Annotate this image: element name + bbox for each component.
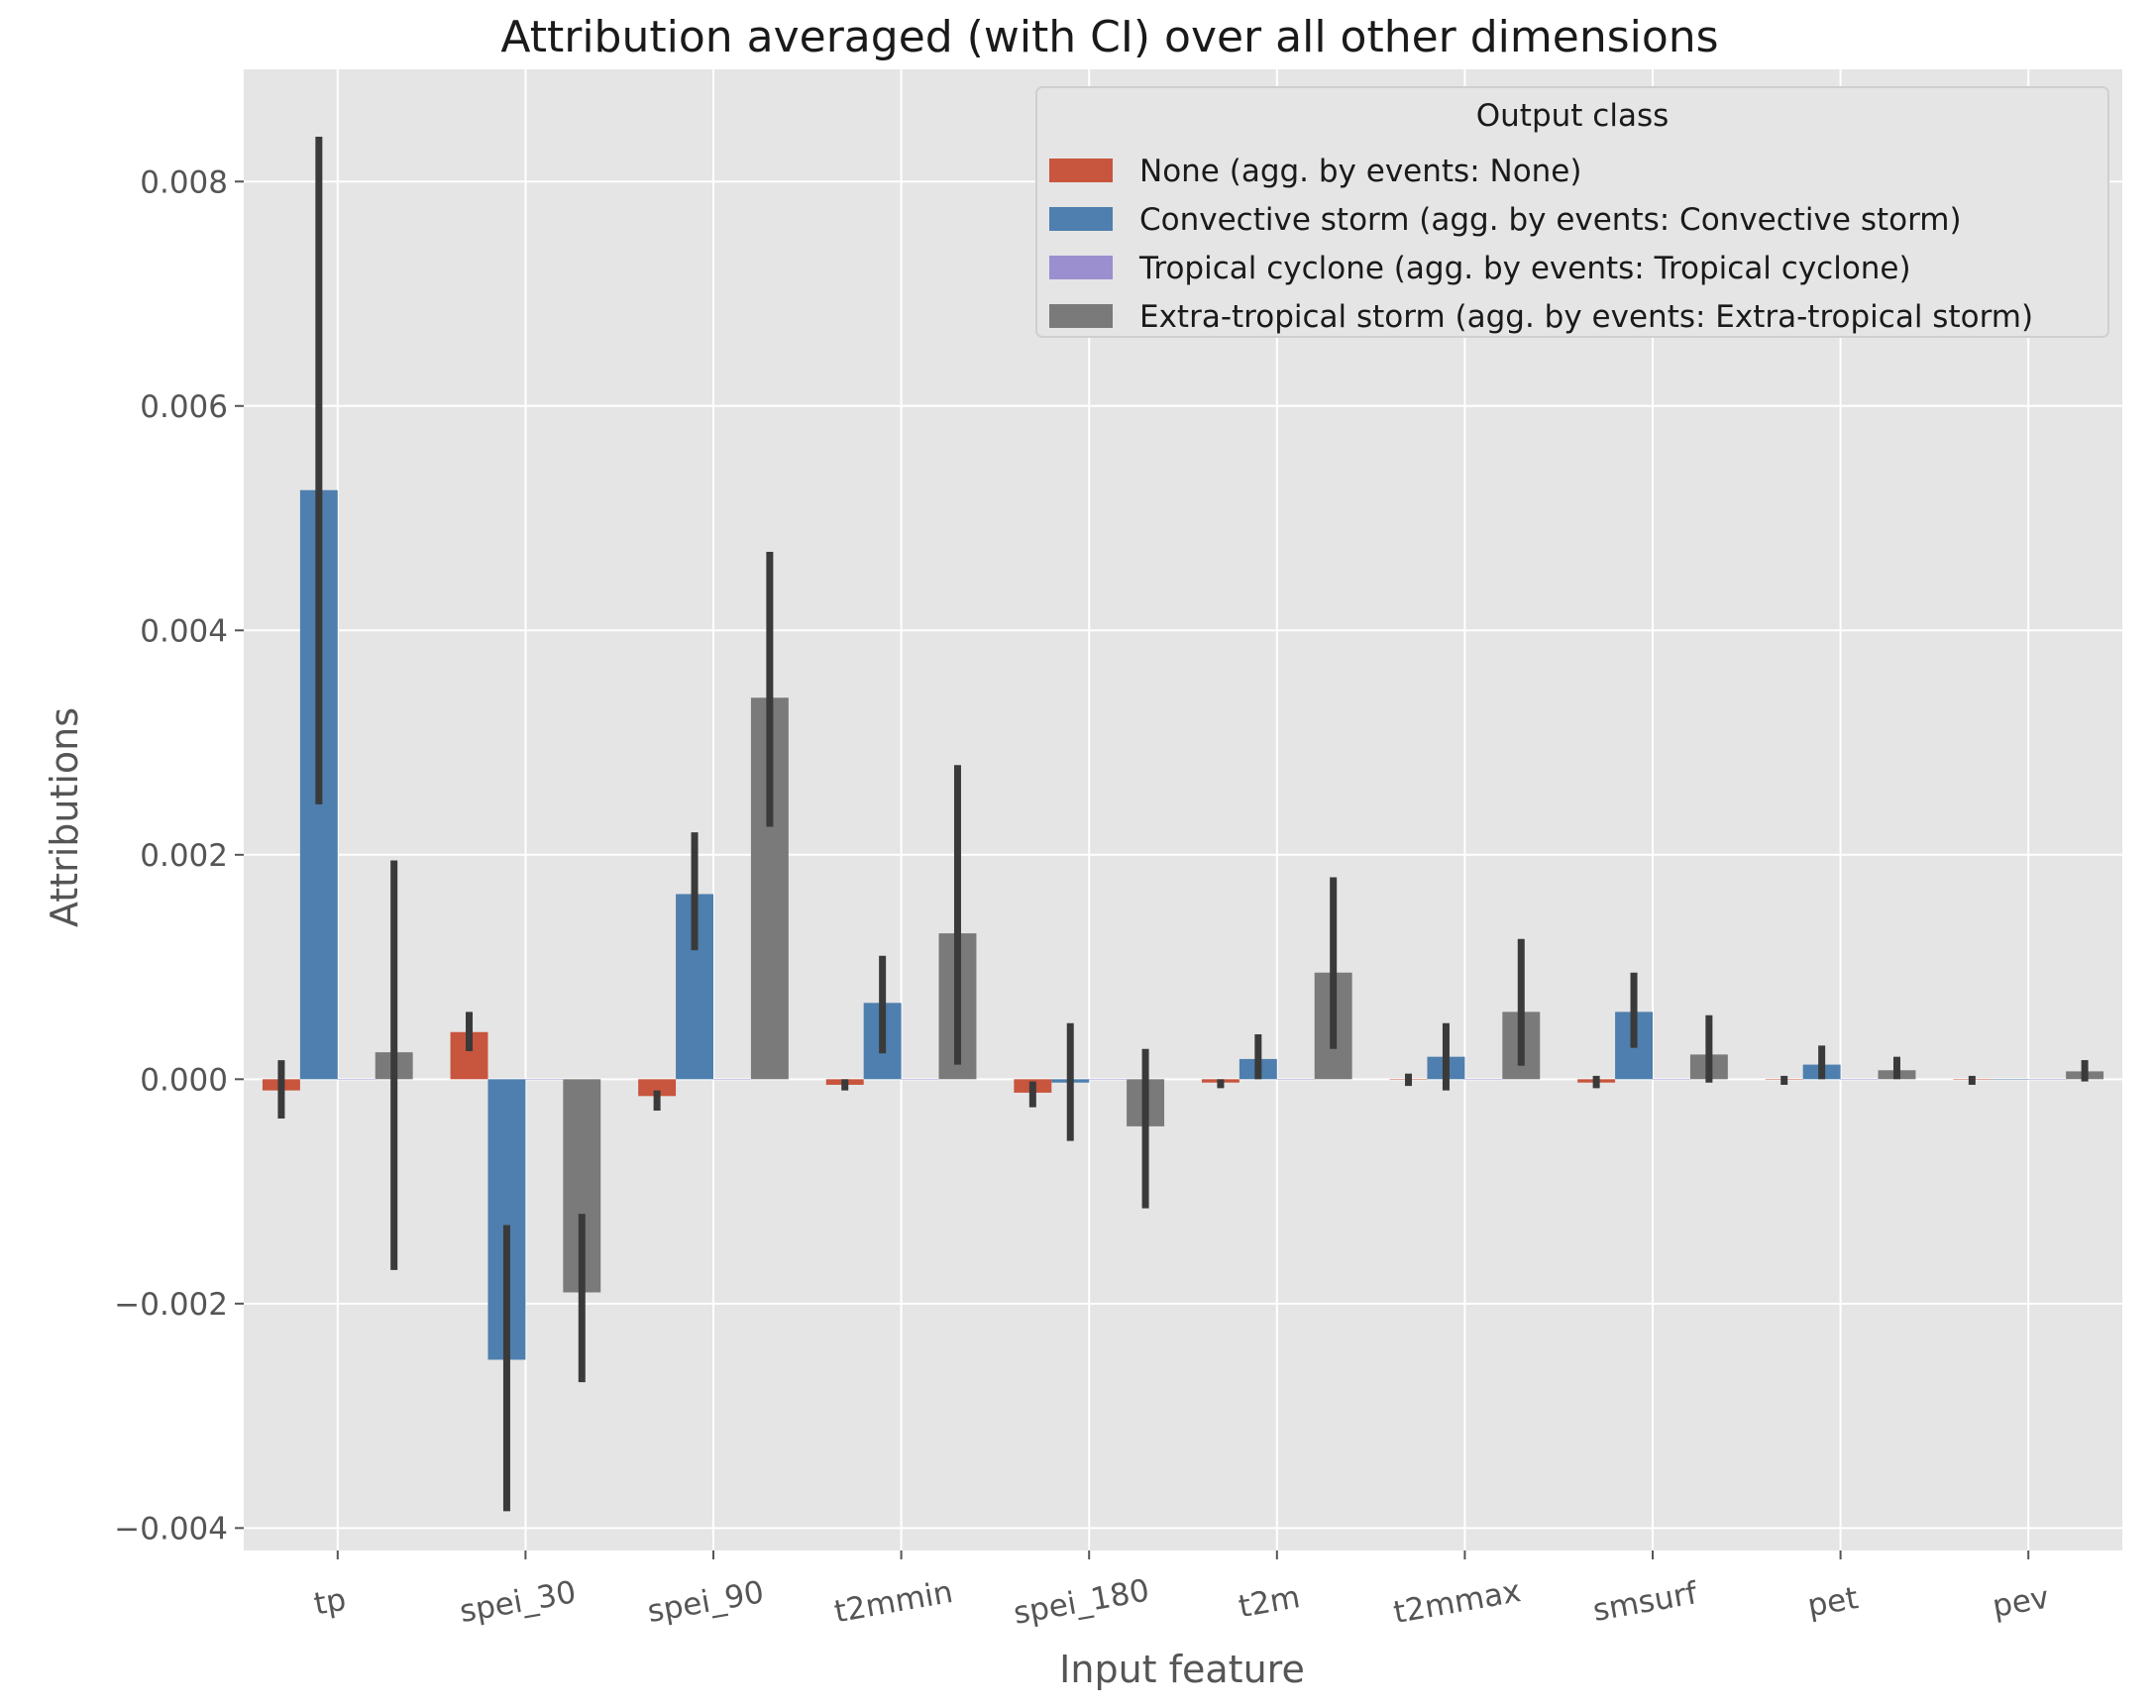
- chart-title: Attribution averaged (with CI) over all …: [500, 12, 1718, 62]
- legend-swatch: [1049, 207, 1113, 231]
- bar: [1991, 1079, 2029, 1080]
- error-bars: [277, 136, 2089, 1512]
- y-tick-labels: −0.004 −0.002 0.000 0.002 0.004 0.006 0.008: [114, 164, 244, 1547]
- x-tick-label: smsurf: [1590, 1575, 1701, 1629]
- bar: [1464, 1079, 1503, 1080]
- y-tick-label: 0.006: [140, 389, 228, 425]
- bar: [525, 1079, 564, 1080]
- legend-box: [1035, 86, 2109, 338]
- x-tick-label: t2m: [1236, 1579, 1302, 1625]
- y-tick-label: 0.004: [140, 613, 228, 649]
- x-tick-label: pev: [1990, 1579, 2051, 1624]
- bar: [901, 1079, 939, 1080]
- bar: [337, 1079, 376, 1080]
- legend-swatch: [1049, 304, 1113, 328]
- y-tick-label: 0.000: [140, 1062, 228, 1098]
- bar: [2028, 1079, 2067, 1080]
- y-tick-label: 0.002: [140, 838, 228, 874]
- legend: Output class None (agg. by events: None)…: [1035, 86, 2109, 338]
- y-tick-label: −0.002: [114, 1287, 228, 1323]
- legend-entry: Convective storm (agg. by events: Convec…: [1139, 202, 1962, 238]
- y-tick-label: 0.008: [140, 164, 228, 200]
- bar: [1089, 1079, 1128, 1080]
- legend-entry: Extra-tropical storm (agg. by events: Ex…: [1139, 299, 2033, 335]
- bar: [713, 1079, 751, 1080]
- bar: [1653, 1079, 1690, 1080]
- x-axis-label: Input feature: [1059, 1648, 1305, 1691]
- x-tick-labels: tp spei_30 spei_90 t2mmin spei_180 t2m t2mmax s…: [311, 1550, 2052, 1632]
- bar: [1840, 1079, 1879, 1080]
- x-tick-label: t2mmin: [831, 1574, 955, 1630]
- legend-swatch: [1049, 256, 1113, 279]
- x-tick-label: pet: [1805, 1580, 1861, 1624]
- x-tick-label: tp: [311, 1582, 349, 1623]
- legend-items: None (agg. by events: None) Convective st…: [1049, 154, 2033, 335]
- bar: [1276, 1079, 1315, 1080]
- legend-swatch: [1049, 159, 1113, 182]
- x-tick-label: t2mmax: [1391, 1573, 1524, 1631]
- legend-entry: Tropical cyclone (agg. by events: Tropic…: [1138, 251, 1911, 286]
- x-tick-label: spei_180: [1011, 1572, 1151, 1631]
- y-axis-label: Attributions: [43, 707, 86, 927]
- bar: [638, 1079, 677, 1097]
- legend-title: Output class: [1476, 98, 1670, 134]
- x-tick-label: spei_90: [645, 1574, 767, 1630]
- legend-entry: None (agg. by events: None): [1139, 154, 1581, 189]
- x-tick-label: spei_30: [457, 1574, 579, 1630]
- y-tick-label: −0.004: [114, 1511, 228, 1547]
